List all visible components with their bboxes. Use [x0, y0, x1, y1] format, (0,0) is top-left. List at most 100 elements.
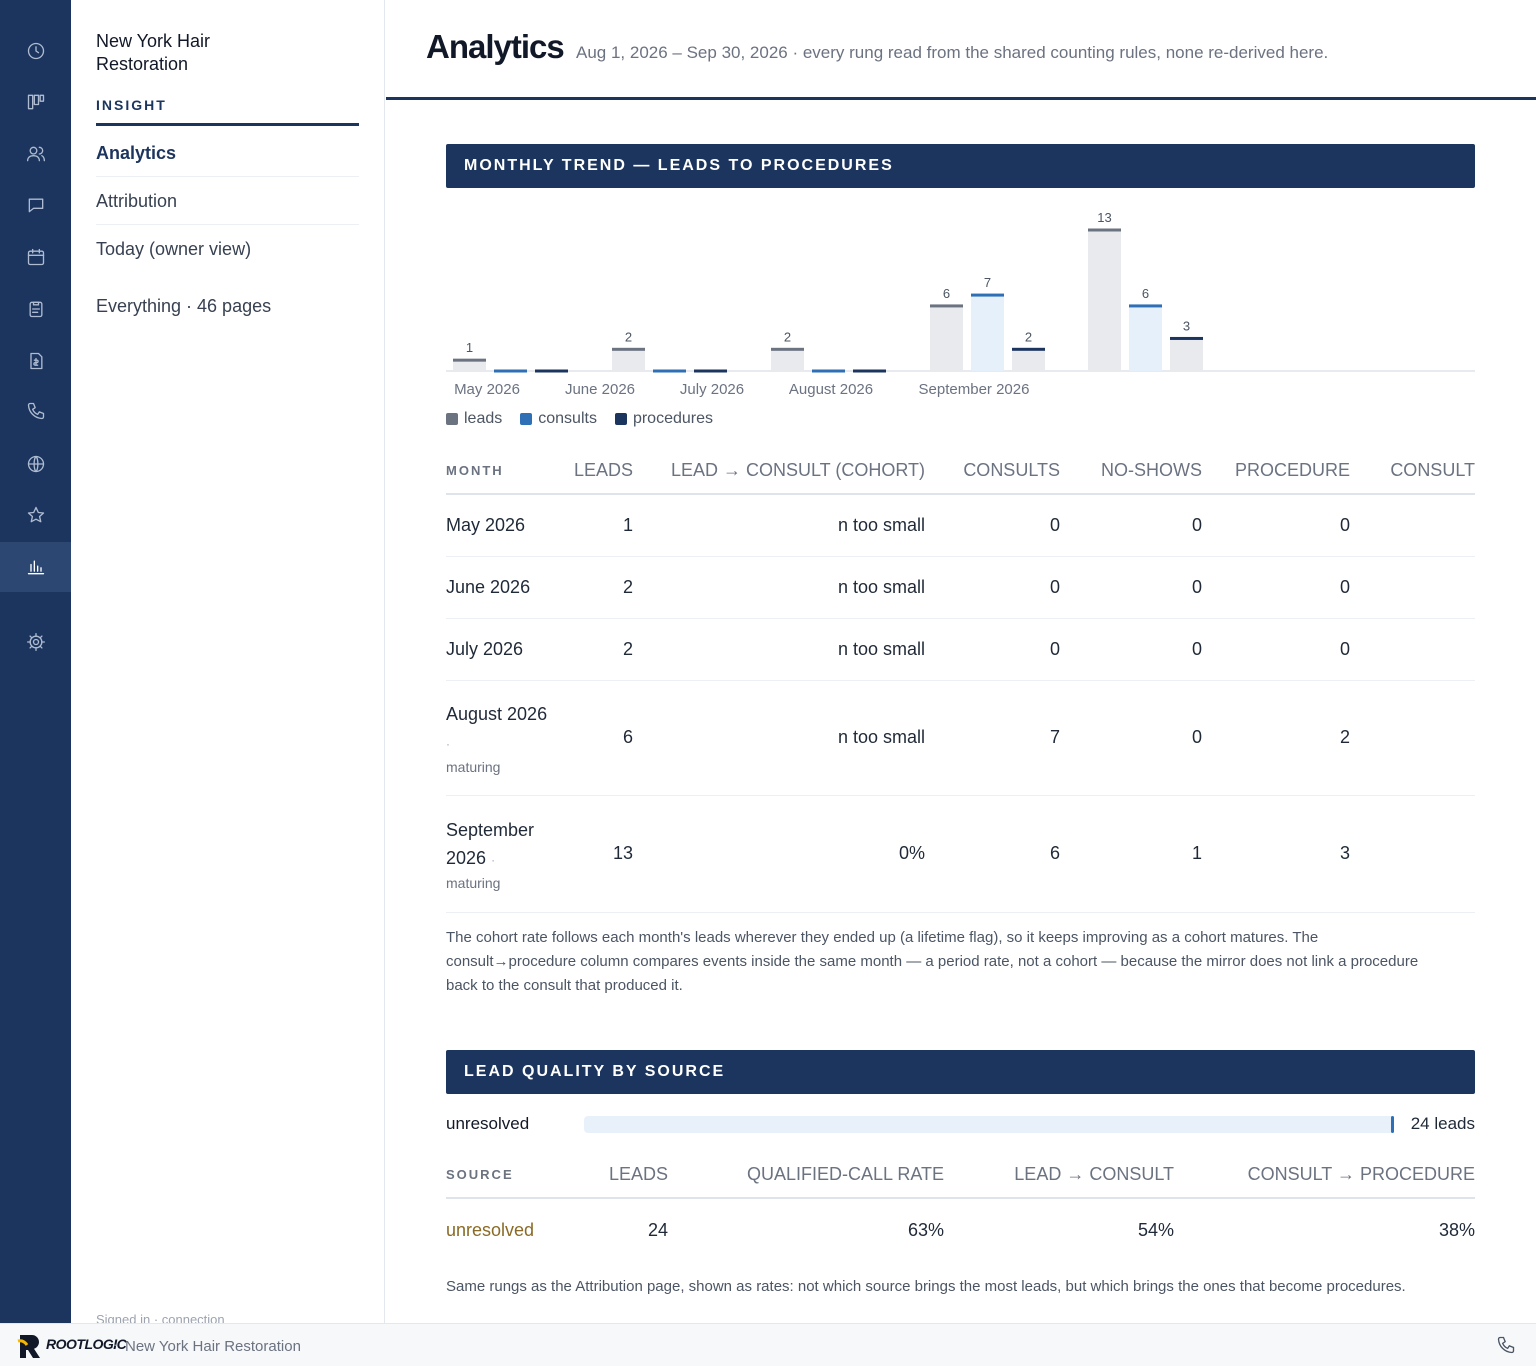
phone-icon[interactable] — [0, 386, 71, 436]
bar-chart-icon[interactable] — [0, 542, 71, 592]
column-header-lead-to-consult[interactable]: LEAD → CONSULT — [944, 1152, 1174, 1199]
bar-cap-consults-3 — [971, 293, 1004, 297]
column-header-leads[interactable]: LEADS — [606, 1152, 668, 1199]
calendar-icon[interactable] — [0, 232, 71, 282]
month-cell: June 2026 — [446, 556, 556, 619]
month-cell: May 2026 — [446, 494, 556, 557]
bar-procedures-3 — [1012, 349, 1045, 371]
consult-cell — [1350, 680, 1475, 796]
legend-swatch-leads — [446, 413, 458, 425]
x-tick-label: June 2026 — [565, 381, 635, 398]
no-shows-cell: 0 — [1060, 556, 1202, 619]
chat-icon[interactable] — [0, 180, 71, 230]
phone-icon[interactable] — [1496, 1335, 1516, 1355]
procedure-cell: 0 — [1202, 494, 1350, 557]
leads-cell: 13 — [556, 795, 633, 913]
month-cell: July 2026 — [446, 618, 556, 681]
column-header-consults[interactable]: CONSULTS — [925, 448, 1060, 495]
bar-value-label: 2 — [625, 329, 632, 344]
table-row: September 2026 · maturing 13 0% 6 1 3 — [446, 795, 1475, 913]
column-header-procedure[interactable]: PROCEDURE — [1202, 448, 1350, 495]
quality-bar-label: unresolved — [446, 1114, 530, 1133]
sidebar-item-today-owner-view[interactable]: Today (owner view) — [96, 239, 252, 259]
bar-consults-4 — [1129, 305, 1162, 371]
column-header-consult[interactable]: CONSULT — [1350, 448, 1475, 495]
section-label-insight: INSIGHT — [96, 97, 167, 113]
bar-cap-procedures-1 — [694, 369, 727, 373]
gear-icon[interactable] — [0, 617, 71, 667]
column-header-consult-to-procedure[interactable]: CONSULT → PROCEDURE — [1174, 1152, 1475, 1199]
bar-cap-leads-4 — [1088, 228, 1121, 232]
bar-cap-consults-2 — [812, 369, 845, 373]
everything-link[interactable]: Everything · 46 pages — [96, 296, 272, 316]
column-header-month[interactable]: MONTH — [446, 448, 556, 495]
no-shows-cell: 0 — [1060, 494, 1202, 557]
procedure-cell: 2 — [1202, 680, 1350, 796]
column-header-no-shows[interactable]: NO-SHOWS — [1060, 448, 1202, 495]
bar-cap-procedures-2 — [853, 369, 886, 373]
clock-icon[interactable] — [0, 26, 71, 76]
quality-bar-fill — [1391, 1116, 1394, 1133]
main-content: Analytics Aug 1, 2026 – Sep 30, 2026 · e… — [386, 0, 1536, 1323]
legend-item-consults: consults — [520, 410, 597, 428]
bar-value-label: 6 — [943, 286, 950, 301]
bar-value-label: 2 — [784, 329, 791, 344]
column-header-cohort[interactable]: LEAD → CONSULT (COHORT) — [633, 448, 925, 495]
secondary-sidebar: New York Hair Restoration INSIGHT Analyt… — [71, 0, 385, 1323]
month-label: August 2026 — [446, 703, 548, 724]
sidebar-item-attribution[interactable]: Attribution — [96, 177, 359, 225]
cohort-note: The cohort rate follows each month's lea… — [446, 929, 1419, 994]
bar-leads-2 — [771, 349, 804, 371]
consults-cell: 0 — [925, 618, 1060, 681]
table-row: July 2026 2 n too small 0 0 0 — [446, 618, 1475, 681]
bar-value-label: 3 — [1183, 318, 1190, 333]
users-icon[interactable] — [0, 129, 71, 179]
bar-leads-4 — [1088, 230, 1121, 371]
bar-value-label: 1 — [466, 340, 473, 355]
page-title: Analytics — [426, 28, 565, 65]
consult-to-procedure-cell: 38% — [1438, 1220, 1475, 1240]
invoice-icon[interactable] — [0, 336, 71, 386]
icon-rail — [0, 0, 71, 1323]
consults-cell: 0 — [925, 556, 1060, 619]
no-shows-cell: 0 — [1060, 618, 1202, 681]
column-header-qualified-call-rate[interactable]: QUALIFIED-CALL RATE — [668, 1152, 944, 1199]
consult-cell — [1350, 494, 1475, 557]
footer-separator: · — [113, 1337, 118, 1352]
quality-bar-row: unresolved 24 leads — [446, 1112, 1475, 1136]
legend-swatch-consults — [520, 413, 533, 425]
sidebar-item-analytics[interactable]: Analytics — [96, 129, 359, 177]
legend-item-leads: leads — [446, 410, 502, 428]
bar-leads-0 — [453, 360, 486, 371]
kanban-icon[interactable] — [0, 77, 71, 127]
column-header-leads[interactable]: LEADS — [556, 448, 633, 495]
procedure-cell: 0 — [1202, 556, 1350, 619]
lead-quality-banner: LEAD QUALITY BY SOURCE — [446, 1050, 1475, 1094]
bar-cap-consults-4 — [1129, 304, 1162, 308]
legend-label-consults: consults — [538, 410, 597, 427]
monthly-trend-chart-svg: 1 May 2026 2 June 2026 2 July 2026 6 7 2 August 2… — [446, 210, 1475, 398]
leads-cell: 24 — [647, 1220, 668, 1240]
maturing-label: maturing — [446, 874, 501, 891]
page-header: Analytics Aug 1, 2026 – Sep 30, 2026 · e… — [386, 0, 1536, 100]
globe-icon[interactable] — [0, 439, 71, 489]
clipboard-icon[interactable] — [0, 284, 71, 334]
column-header-source[interactable]: SOURCE — [446, 1152, 606, 1199]
table-header-row: SOURCE LEADS QUALIFIED-CALL RATE LEAD → … — [446, 1152, 1475, 1199]
sidebar-footer-text: Signed in · connection — [96, 1312, 225, 1323]
bar-procedures-4 — [1170, 338, 1203, 371]
quality-bar-count: 24 leads — [1410, 1114, 1475, 1133]
brand-name: ROOTLOGIC — [46, 1336, 127, 1352]
procedure-cell: 0 — [1202, 618, 1350, 681]
legend-swatch-procedures — [614, 413, 627, 425]
month-cell: August 2026 · maturing — [446, 680, 556, 796]
monthly-trend-chart: 1 May 2026 2 June 2026 2 July 2026 6 7 2 August 2… — [446, 200, 1475, 440]
maturing-separator: · — [491, 852, 496, 867]
bar-value-label: 2 — [1025, 329, 1032, 344]
source-link-unresolved[interactable]: unresolved — [446, 1220, 535, 1240]
consult-cell — [1350, 556, 1475, 619]
source-cell: unresolved — [446, 1198, 606, 1262]
x-tick-label: May 2026 — [454, 381, 520, 398]
star-icon[interactable] — [0, 490, 71, 540]
source-quality-table: SOURCE LEADS QUALIFIED-CALL RATE LEAD → … — [446, 1152, 1475, 1262]
